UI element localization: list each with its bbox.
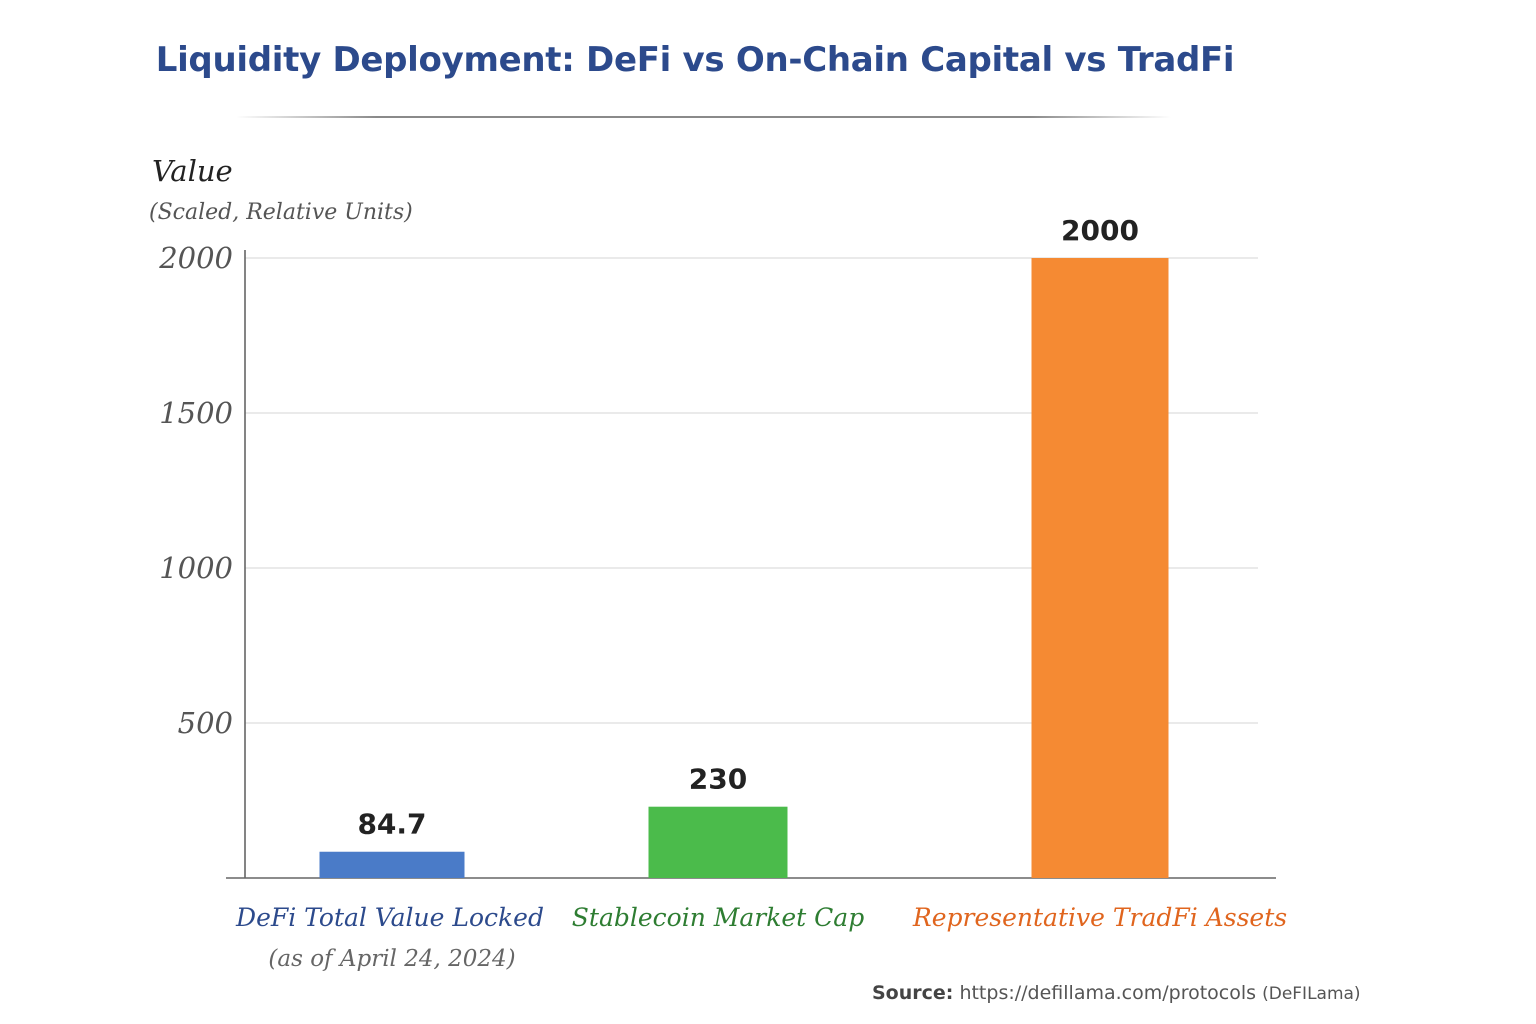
y-tick-label: 2000 [158, 241, 233, 275]
y-tick-label: 1000 [159, 551, 233, 585]
x-category-label: Stablecoin Market Cap [572, 903, 864, 932]
source-note: Source: https://defillama.com/protocols … [872, 982, 1361, 1004]
bar-value-label: 2000 [1061, 214, 1139, 247]
source-key: Source: [872, 982, 954, 1004]
y-axis-label: Value [152, 154, 233, 188]
bar-value-label: 84.7 [357, 808, 426, 841]
bar [1031, 258, 1169, 878]
y-tick-label: 1500 [159, 396, 233, 430]
chart-title: Liquidity Deployment: DeFi vs On-Chain C… [155, 40, 1235, 80]
source-url: https://defillama.com/protocols [959, 982, 1257, 1004]
y-tick-label: 500 [178, 706, 233, 740]
y-axis-sublabel: (Scaled, Relative Units) [149, 200, 413, 225]
title-divider [236, 116, 1171, 118]
x-category-label: Representative TradFi Assets [912, 903, 1287, 932]
x-category-label: DeFi Total Value Locked [235, 903, 544, 932]
bar [319, 851, 465, 878]
bar-value-label: 230 [689, 763, 747, 796]
x-category-sublabel: (as of April 24, 2024) [268, 946, 515, 972]
source-paren: (DeFILama) [1262, 984, 1361, 1004]
bar [648, 806, 788, 878]
